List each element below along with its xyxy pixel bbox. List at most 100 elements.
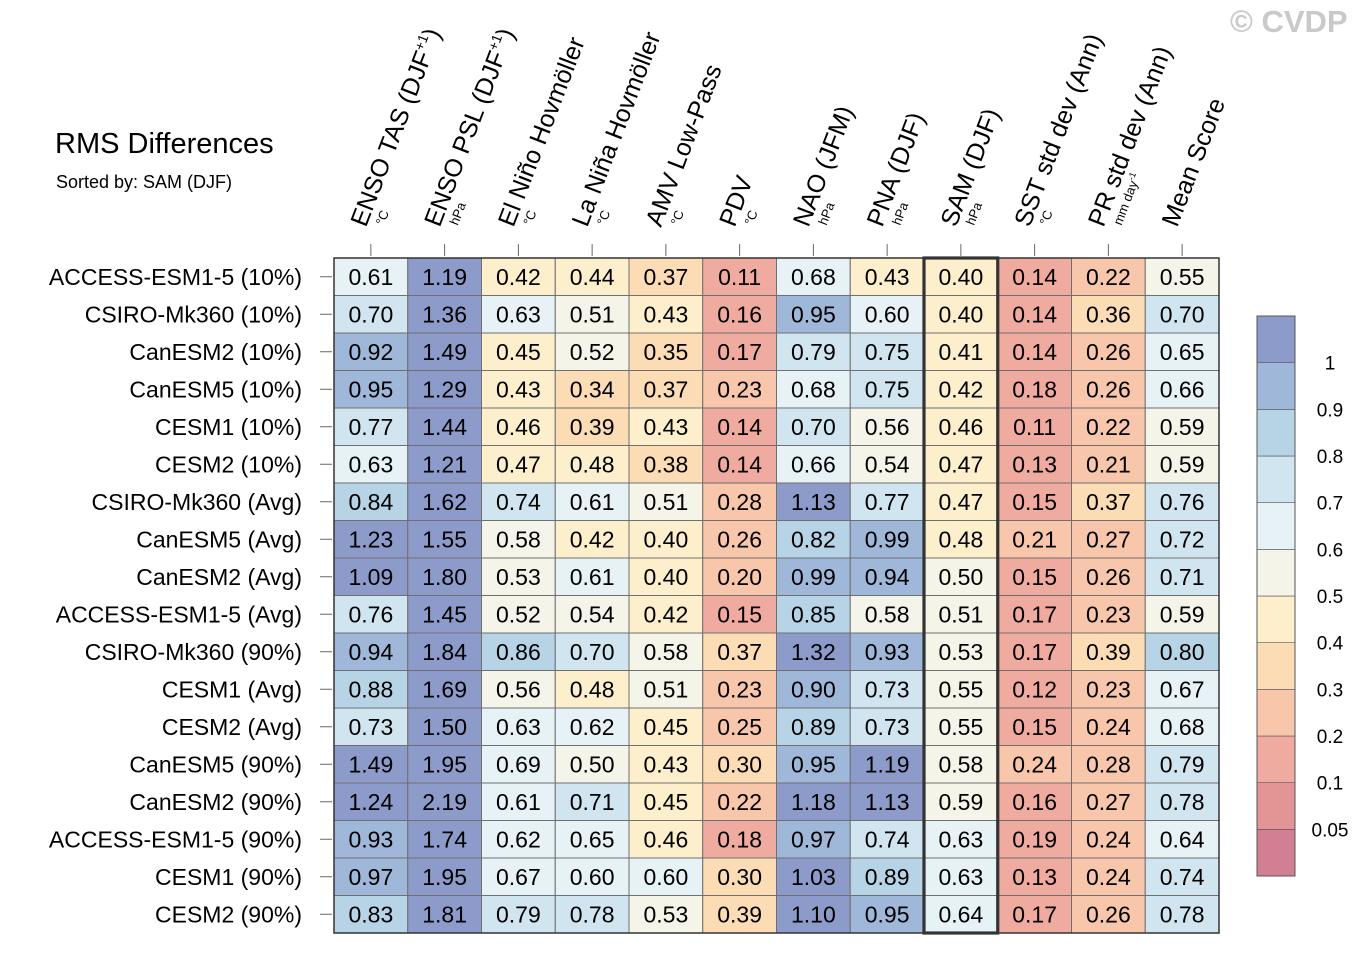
heatmap-cell [849,782,925,821]
cell-value: 0.51 [643,676,688,702]
cell-value: 0.15 [717,601,762,627]
cell-value: 0.43 [643,414,688,440]
cell-value: 0.43 [643,751,688,777]
cell-value: 0.15 [1012,714,1057,740]
cell-value: 0.74 [865,826,910,852]
cell-value: 0.38 [643,451,688,477]
heatmap-cell [702,745,777,784]
heatmap-cell [923,670,999,709]
colorbar-segment [1256,455,1296,503]
heatmap-cell [407,370,482,409]
cell-value: 0.73 [348,714,393,740]
cell-value: 0.63 [938,864,983,890]
cell-value: 0.28 [1086,751,1131,777]
cell-value: 0.39 [570,414,615,440]
cell-value: 0.63 [496,714,541,740]
cell-value: 0.42 [643,601,688,627]
heatmap-cell [554,332,630,371]
cell-value: 0.56 [865,414,910,440]
heatmap-cell [628,520,704,559]
heatmap-cell [1144,482,1220,521]
cell-value: 0.21 [1086,451,1131,477]
cell-value: 0.24 [1086,826,1131,852]
heatmap-cell [702,482,777,521]
heatmap-cell [333,670,409,709]
cell-value: 0.13 [1012,864,1057,890]
heatmap-cell [481,782,556,821]
heatmap-cell [1071,445,1146,484]
heatmap-cell [407,445,482,484]
cell-value: 0.22 [1086,264,1131,290]
heatmap-cell [997,745,1072,784]
heatmap-cell [407,707,482,746]
cell-value: 0.14 [1012,339,1057,365]
colorbar-segment [1256,642,1296,690]
cell-value: 0.12 [1012,676,1057,702]
row-label: CanESM5 (90%) [129,751,302,777]
cell-value: 0.59 [1160,414,1205,440]
cell-value: 0.78 [570,901,615,927]
heatmap-cell [481,370,556,409]
cell-value: 0.18 [1012,376,1057,402]
heatmap-cell [1071,782,1146,821]
highlighted-column-box [922,256,1000,935]
cell-value: 0.55 [938,714,983,740]
colorbar-segment [1256,362,1296,410]
heatmap-cell [849,670,925,709]
cell-value: 0.79 [791,339,836,365]
heatmap-cell [628,782,704,821]
cell-value: 0.44 [570,264,615,290]
cell-value: 1.09 [348,564,393,590]
cell-value: 0.93 [865,639,910,665]
cell-value: 0.23 [1086,676,1131,702]
heatmap-cell [554,445,630,484]
cell-value: 0.14 [1012,301,1057,327]
heatmap-cell [997,557,1072,596]
cell-value: 0.59 [938,789,983,815]
cell-value: 0.61 [496,789,541,815]
cell-value: 0.73 [865,714,910,740]
heatmap-cell [554,407,630,446]
cell-value: 0.36 [1086,301,1131,327]
cell-value: 0.24 [1012,751,1057,777]
cell-value: 0.97 [348,864,393,890]
cell-value: 0.64 [1160,826,1205,852]
cell-value: 0.68 [791,264,836,290]
heatmap-cell [776,670,851,709]
cell-value: 0.37 [643,376,688,402]
heatmap-cell [333,332,409,371]
heatmap-cell [776,707,851,746]
column-unit: °C [741,208,760,227]
colorbar-tick-label: 1 [1325,354,1336,375]
cell-value: 0.65 [570,826,615,852]
cell-value: 0.26 [1086,901,1131,927]
heatmap-cell [628,295,704,334]
cell-value: 0.28 [717,489,762,515]
cell-value: 0.63 [496,301,541,327]
cell-value: 0.19 [1012,826,1057,852]
cell-value: 0.46 [496,414,541,440]
column-unit-label: °C [520,208,539,227]
chart-subtitle: Sorted by: SAM (DJF) [56,172,233,192]
heatmap-cell [554,895,630,934]
heatmap-cell [333,857,409,896]
cell-value: 0.17 [1012,601,1057,627]
cell-value: 0.22 [1086,414,1131,440]
heatmap-cell [776,445,851,484]
copyright-watermark: © CVDP [1230,4,1348,39]
heatmap-cell [923,520,999,559]
heatmap-cell [628,557,704,596]
heatmap-cell [407,670,482,709]
cell-value: 0.40 [938,264,983,290]
column-label: Mean Score [1157,94,1231,230]
heatmap-cell [481,557,556,596]
heatmap-cell [923,295,999,334]
column-unit-label: °C [1036,208,1055,227]
colorbar-segment [1256,735,1296,783]
column-unit: °C [373,208,392,227]
heatmap-cell [702,407,777,446]
cell-value: 0.40 [643,526,688,552]
cell-value: 0.95 [791,301,836,327]
cell-value: 0.17 [1012,639,1057,665]
cell-value: 0.47 [496,451,541,477]
